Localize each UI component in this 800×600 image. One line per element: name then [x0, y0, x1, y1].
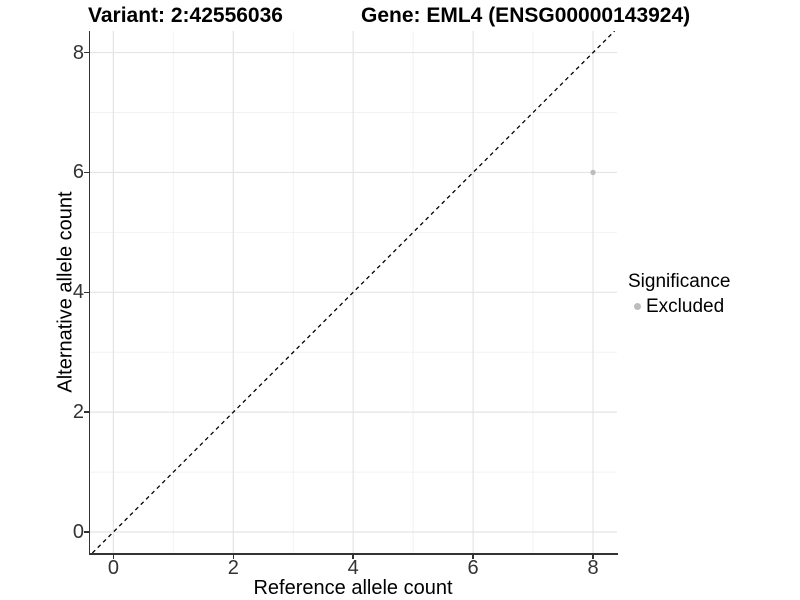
x-axis-title: Reference allele count — [253, 577, 453, 599]
y-tick-label: 8 — [72, 41, 84, 64]
plot-title-gene: Gene: EML4 (ENSG00000143924) — [361, 4, 691, 27]
y-axis-title: Alternative allele count — [54, 191, 77, 393]
legend-title: Significance — [628, 271, 731, 292]
x-tick-label: 0 — [107, 557, 119, 579]
plot-title-variant: Variant: 2:42556036 — [88, 4, 283, 27]
x-tick-mark — [352, 554, 354, 559]
y-tick-mark — [84, 291, 89, 294]
identity-reference-line — [91, 30, 616, 554]
y-tick-label: 6 — [72, 161, 84, 184]
x-tick-label: 8 — [587, 557, 599, 579]
x-tick-label: 4 — [347, 557, 359, 579]
y-axis-tick-labels: 0 2 4 6 8 — [36, 31, 84, 553]
y-tick-mark — [84, 51, 89, 54]
y-axis-line — [88, 31, 90, 555]
x-axis-tick-labels: 0 2 4 6 8 — [90, 557, 617, 579]
x-tick-label: 6 — [467, 557, 479, 579]
y-tick-label: 0 — [72, 521, 84, 544]
y-tick-mark — [84, 171, 89, 174]
x-tick-mark — [112, 554, 115, 559]
x-tick-mark — [232, 554, 235, 559]
legend-item-label: Excluded — [646, 296, 725, 317]
data-point — [590, 169, 596, 176]
plot-panel — [90, 30, 617, 554]
x-tick-mark — [472, 554, 474, 559]
x-tick-label: 2 — [227, 557, 239, 579]
legend: Significance Excluded — [628, 270, 730, 318]
x-tick-mark — [592, 554, 594, 559]
y-tick-label: 4 — [72, 281, 84, 304]
y-tick-label: 2 — [72, 401, 84, 424]
legend-item-excluded: Excluded — [628, 295, 730, 318]
chart-canvas — [90, 30, 617, 554]
x-axis-tick-marks — [90, 554, 617, 560]
x-axis-line — [88, 553, 618, 555]
y-tick-mark — [84, 411, 89, 413]
y-tick-mark — [84, 531, 89, 533]
y-axis-tick-marks — [84, 31, 89, 553]
legend-point-icon — [634, 303, 641, 310]
